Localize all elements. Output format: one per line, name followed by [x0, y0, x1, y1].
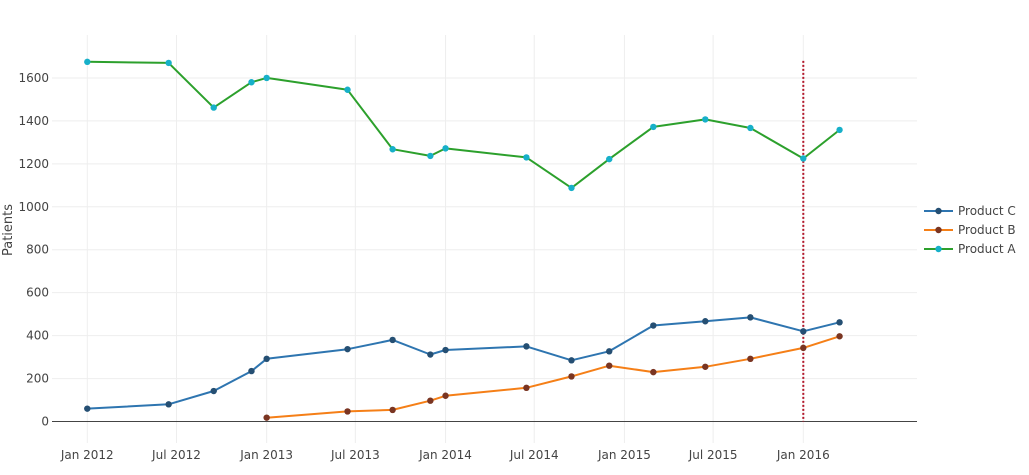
- data-point: [344, 408, 351, 415]
- x-tick-label: Jul 2013: [330, 448, 380, 462]
- y-tick-label: 1600: [18, 71, 49, 85]
- data-point: [84, 58, 91, 66]
- y-tick-label: 1200: [18, 157, 49, 171]
- x-tick-label: Jan 2015: [597, 448, 651, 462]
- y-tick-label: 0: [41, 415, 49, 429]
- data-point: [702, 116, 709, 123]
- data-point: [650, 322, 657, 329]
- x-tick-label: Jan 2016: [776, 448, 830, 462]
- data-point: [427, 152, 434, 160]
- y-tick-label: 800: [26, 243, 49, 257]
- data-point: [263, 74, 270, 82]
- series-product-b: [263, 333, 843, 421]
- series-group: [84, 58, 843, 421]
- x-tick-label: Jan 2012: [60, 448, 114, 462]
- y-tick-label: 200: [26, 372, 49, 386]
- data-point: [747, 355, 754, 363]
- data-point: [389, 406, 396, 414]
- x-tick-label: Jul 2014: [509, 448, 559, 462]
- legend[interactable]: Product C Product B Product A: [924, 204, 1016, 256]
- data-point: [800, 155, 807, 162]
- x-tick-label: Jan 2013: [239, 448, 293, 462]
- data-point: [344, 86, 351, 93]
- x-tick-label: Jul 2015: [688, 448, 738, 462]
- data-point: [84, 405, 91, 412]
- data-point: [568, 184, 575, 192]
- data-point: [747, 124, 754, 132]
- data-point: [523, 384, 530, 392]
- data-point: [427, 351, 434, 358]
- data-point: [800, 328, 807, 335]
- data-point: [210, 387, 217, 395]
- data-point: [523, 154, 530, 161]
- y-tick-label: 1000: [18, 200, 49, 214]
- legend-item[interactable]: Product B: [924, 223, 1016, 237]
- series-product-c: [84, 314, 843, 412]
- x-tick-label: Jul 2012: [151, 448, 201, 462]
- data-point: [650, 368, 657, 376]
- data-point: [523, 343, 530, 350]
- data-point: [702, 318, 709, 325]
- legend-label: Product C: [958, 204, 1016, 218]
- data-point: [165, 401, 172, 408]
- data-point: [442, 145, 449, 152]
- data-point: [836, 319, 843, 326]
- data-point: [263, 355, 270, 363]
- data-point: [389, 336, 396, 344]
- data-point: [836, 333, 843, 340]
- legend-swatch-marker: [935, 207, 942, 215]
- y-tick-label: 600: [26, 286, 49, 300]
- data-point: [568, 357, 575, 364]
- legend-item[interactable]: Product A: [924, 242, 1016, 256]
- data-point: [702, 363, 709, 370]
- legend-label: Product A: [958, 242, 1016, 256]
- series-product-a: [84, 58, 843, 192]
- data-point: [442, 346, 449, 354]
- series-line: [87, 60, 841, 189]
- legend-swatch-marker: [935, 245, 942, 253]
- grid: [52, 35, 917, 443]
- data-point: [606, 348, 613, 355]
- x-tick-label: Jan 2014: [418, 448, 472, 462]
- legend-swatch-marker: [935, 226, 942, 234]
- data-point: [263, 414, 270, 421]
- y-tick-label: 1400: [18, 114, 49, 128]
- data-point: [606, 362, 613, 369]
- data-point: [836, 126, 843, 134]
- data-point: [650, 123, 657, 131]
- axes: 0 200 400 600 800 1000 1200 1400 1600 Jan 2012 Jul…: [18, 71, 917, 462]
- data-point: [606, 155, 613, 163]
- data-point: [210, 104, 217, 111]
- data-point: [800, 344, 807, 352]
- data-point: [442, 392, 449, 399]
- y-tick-label: 400: [26, 329, 49, 343]
- y-axis-title: Patients: [1, 204, 16, 256]
- data-point: [344, 345, 351, 353]
- data-point: [389, 146, 396, 153]
- data-point: [248, 79, 255, 86]
- data-point: [568, 373, 575, 380]
- data-point: [747, 314, 754, 321]
- data-point: [248, 367, 255, 375]
- data-point: [427, 397, 434, 404]
- data-point: [165, 59, 172, 67]
- legend-label: Product B: [958, 223, 1016, 237]
- legend-item[interactable]: Product C: [924, 204, 1016, 218]
